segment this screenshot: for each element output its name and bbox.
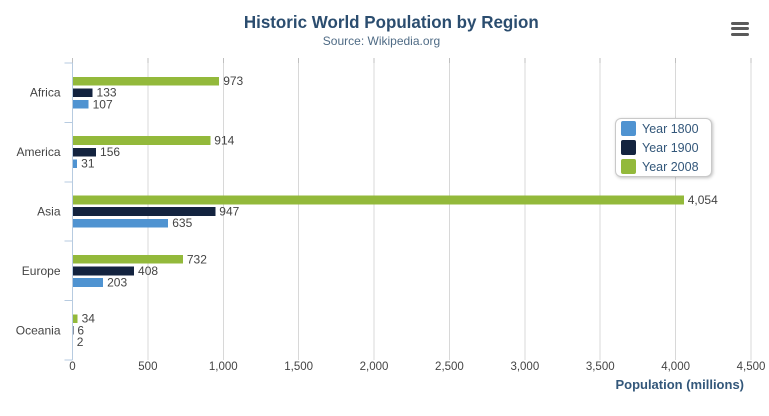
svg-text:Europe: Europe <box>22 264 61 278</box>
svg-text:0: 0 <box>69 361 75 373</box>
svg-text:635: 635 <box>172 216 192 230</box>
svg-text:Oceania: Oceania <box>16 323 61 337</box>
svg-text:732: 732 <box>187 252 207 266</box>
svg-text:America: America <box>16 145 60 159</box>
svg-text:947: 947 <box>219 205 239 219</box>
svg-text:1,000: 1,000 <box>209 361 238 373</box>
svg-text:408: 408 <box>138 264 158 278</box>
svg-text:1,500: 1,500 <box>284 361 313 373</box>
svg-text:203: 203 <box>107 276 127 290</box>
svg-text:107: 107 <box>93 97 113 111</box>
svg-text:Asia: Asia <box>37 205 61 219</box>
svg-text:914: 914 <box>214 134 234 148</box>
svg-text:2,000: 2,000 <box>360 361 389 373</box>
svg-text:973: 973 <box>223 74 243 88</box>
svg-text:2: 2 <box>77 335 84 349</box>
svg-text:2,500: 2,500 <box>435 361 464 373</box>
svg-text:3,000: 3,000 <box>510 361 539 373</box>
svg-text:4,500: 4,500 <box>737 361 766 373</box>
svg-text:4,000: 4,000 <box>661 361 690 373</box>
svg-text:3,500: 3,500 <box>586 361 615 373</box>
svg-text:156: 156 <box>100 145 120 159</box>
svg-text:31: 31 <box>81 157 95 171</box>
svg-text:500: 500 <box>138 361 157 373</box>
svg-text:Africa: Africa <box>30 86 61 100</box>
svg-text:4,054: 4,054 <box>688 193 718 207</box>
